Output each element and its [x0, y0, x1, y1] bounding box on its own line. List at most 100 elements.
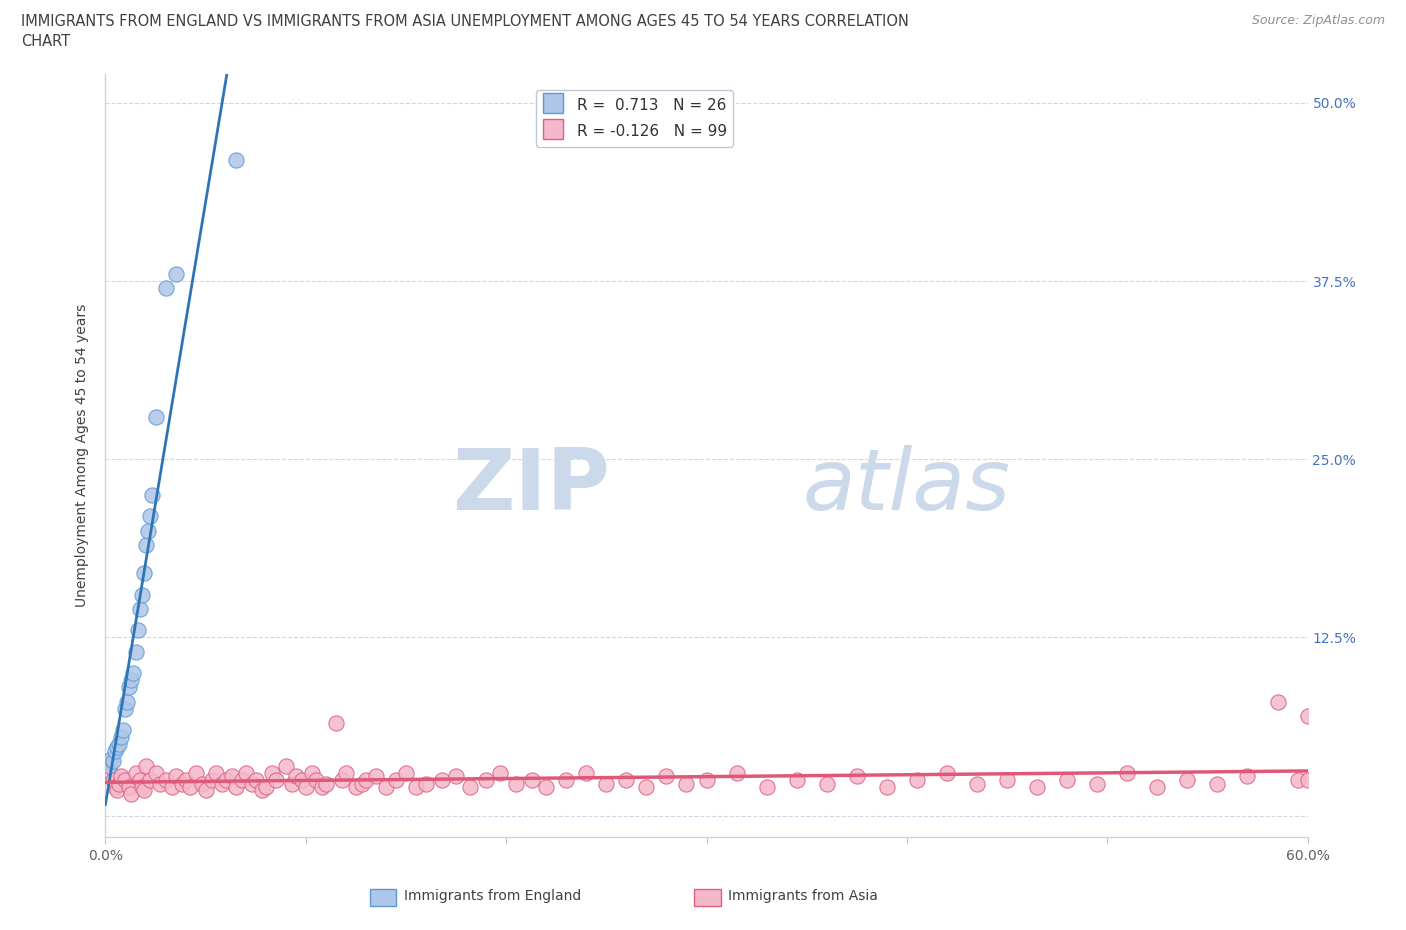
Point [489, 765, 512, 780]
Point [194, 782, 217, 797]
Y-axis label: Unemployment Among Ages 45 to 54 years: Unemployment Among Ages 45 to 54 years [76, 304, 90, 607]
Point [505, 777, 527, 791]
Text: ZIP: ZIP [453, 445, 610, 527]
Point [135, 538, 157, 552]
Point [444, 768, 467, 783]
Point [344, 779, 367, 794]
Point [100, 751, 122, 766]
Point [131, 587, 153, 602]
Point [118, 779, 141, 794]
Point [301, 765, 323, 780]
Point [114, 701, 136, 716]
Point [1146, 779, 1168, 794]
Point [325, 715, 347, 730]
Point [385, 773, 408, 788]
Bar [370, 889, 396, 906]
Point [240, 777, 263, 791]
Point [616, 773, 638, 788]
Point [145, 765, 167, 780]
Point [155, 281, 177, 296]
Point [110, 768, 132, 783]
Point [235, 765, 257, 780]
Point [315, 777, 337, 791]
Point [575, 765, 598, 780]
Point [284, 768, 307, 783]
Point [274, 758, 297, 773]
Point [1296, 773, 1319, 788]
Point [174, 773, 197, 788]
Point [103, 754, 125, 769]
Point [112, 723, 135, 737]
Point [1056, 773, 1078, 788]
Point [395, 765, 418, 780]
Point [214, 773, 236, 788]
Point [231, 773, 253, 788]
Point [245, 773, 267, 788]
Point [107, 782, 129, 797]
Point [128, 602, 150, 617]
Point [138, 773, 160, 788]
Point [534, 779, 557, 794]
Point [335, 765, 357, 780]
Text: Immigrants from Asia: Immigrants from Asia [728, 889, 877, 903]
Point [225, 779, 247, 794]
Point [128, 773, 150, 788]
Point [104, 779, 127, 794]
Text: Source: ZipAtlas.com: Source: ZipAtlas.com [1251, 14, 1385, 27]
Point [118, 680, 141, 695]
Point [131, 779, 153, 794]
Point [330, 773, 353, 788]
Point [405, 779, 427, 794]
Point [155, 773, 177, 788]
Point [132, 782, 155, 797]
Point [905, 773, 928, 788]
Point [995, 773, 1018, 788]
Point [250, 782, 273, 797]
Point [103, 773, 125, 788]
Legend: R =  0.713   N = 26, R = -0.126   N = 99: R = 0.713 N = 26, R = -0.126 N = 99 [536, 89, 733, 147]
Point [108, 777, 131, 791]
Point [430, 773, 453, 788]
Point [124, 765, 146, 780]
Point [364, 768, 387, 783]
Point [845, 768, 868, 783]
Point [136, 523, 159, 538]
Point [311, 779, 333, 794]
Point [201, 773, 224, 788]
Point [104, 744, 127, 759]
Point [127, 623, 149, 638]
Point [966, 777, 988, 791]
Point [295, 779, 318, 794]
Point [132, 565, 155, 580]
Point [815, 777, 838, 791]
Point [1085, 777, 1108, 791]
Point [117, 694, 139, 709]
Point [1116, 765, 1139, 780]
Text: CHART: CHART [21, 34, 70, 49]
Point [458, 779, 481, 794]
Text: Immigrants from England: Immigrants from England [404, 889, 581, 903]
Point [145, 409, 167, 424]
Point [107, 739, 129, 754]
Point [522, 773, 544, 788]
Point [595, 777, 617, 791]
Point [122, 666, 145, 681]
Point [179, 779, 201, 794]
Point [1026, 779, 1049, 794]
Point [135, 758, 157, 773]
Point [148, 777, 170, 791]
Point [1286, 773, 1309, 788]
Point [555, 773, 578, 788]
Point [110, 730, 132, 745]
Text: IMMIGRANTS FROM ENGLAND VS IMMIGRANTS FROM ASIA UNEMPLOYMENT AMONG AGES 45 TO 54: IMMIGRANTS FROM ENGLAND VS IMMIGRANTS FR… [21, 14, 908, 29]
Point [696, 773, 718, 788]
Point [204, 765, 226, 780]
Point [1177, 773, 1199, 788]
Point [170, 777, 193, 791]
Point [165, 267, 187, 282]
Point [291, 773, 314, 788]
Point [1267, 694, 1289, 709]
Point [354, 773, 377, 788]
Point [786, 773, 808, 788]
Point [165, 768, 187, 783]
